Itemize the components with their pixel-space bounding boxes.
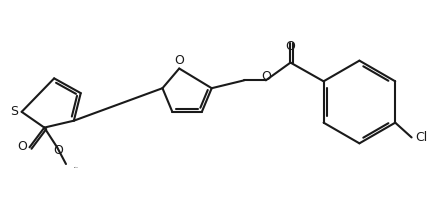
Text: O: O xyxy=(174,54,184,67)
Text: O: O xyxy=(53,144,63,157)
Text: O: O xyxy=(285,40,295,53)
Text: O: O xyxy=(18,140,27,153)
Text: methyl: methyl xyxy=(73,166,78,168)
Text: Cl: Cl xyxy=(416,131,428,144)
Text: O: O xyxy=(261,70,271,83)
Text: S: S xyxy=(10,105,18,118)
